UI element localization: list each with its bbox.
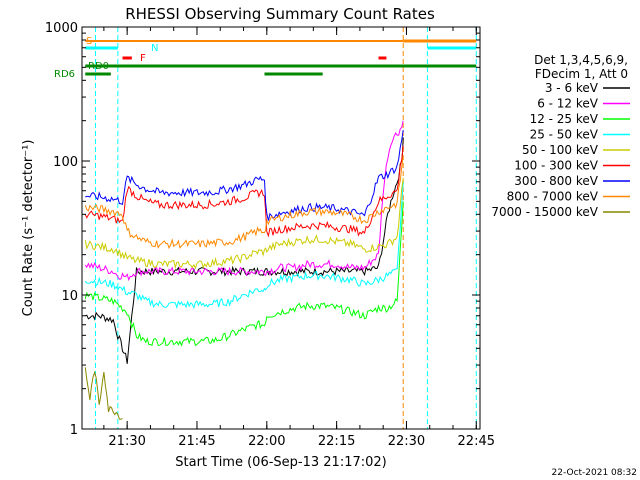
y-tick-label: 1 bbox=[70, 423, 78, 438]
status-bar-label: N bbox=[151, 43, 158, 54]
x-tick-label: 22:45 bbox=[458, 434, 495, 449]
series-line-7 bbox=[84, 155, 404, 250]
series-line-4 bbox=[84, 177, 404, 270]
legend-label: 6 - 12 keV bbox=[537, 97, 599, 111]
x-tick-label: 22:15 bbox=[318, 434, 355, 449]
timestamp: 22-Oct-2021 08:32 bbox=[552, 468, 637, 478]
legend-label: 50 - 100 keV bbox=[522, 143, 599, 157]
legend-label: 300 - 800 keV bbox=[514, 174, 598, 188]
x-tick-label: 22:30 bbox=[388, 434, 425, 449]
x-tick-label: 21:30 bbox=[108, 434, 145, 449]
series-line-3 bbox=[84, 181, 404, 310]
series-line-5 bbox=[84, 145, 404, 238]
legend-label: 12 - 25 keV bbox=[530, 112, 599, 126]
legend-header: Det 1,3,4,5,6,9, bbox=[534, 53, 628, 67]
series-line-8 bbox=[84, 367, 123, 420]
y-axis-ticks: 1 10 100 1000 bbox=[45, 21, 480, 438]
x-axis-ticks: 21:30 21:45 22:00 22:15 22:30 22:45 bbox=[103, 27, 495, 449]
y-tick-label: 100 bbox=[53, 155, 78, 170]
plot-area bbox=[94, 27, 477, 429]
legend-label: 25 - 50 keV bbox=[530, 128, 599, 142]
x-axis-label: Start Time (06-Sep-13 21:17:02) bbox=[175, 455, 386, 470]
status-bar-label: F bbox=[140, 53, 146, 64]
legend-label: 100 - 300 keV bbox=[514, 159, 598, 173]
y-axis-label: Count Rate (s⁻¹ detector⁻¹) bbox=[21, 140, 36, 317]
legend-label: 7000 - 15000 keV bbox=[491, 205, 598, 219]
status-bars: S NF RD0 RD6 bbox=[54, 36, 477, 80]
series-line-2 bbox=[84, 201, 404, 347]
y-tick-label: 1000 bbox=[45, 21, 78, 36]
status-bar-label: RD0 bbox=[88, 61, 109, 72]
x-tick-label: 22:00 bbox=[248, 434, 285, 449]
series-line-1 bbox=[84, 120, 404, 282]
legend: Det 1,3,4,5,6,9,FDecim 1, Att 03 - 6 keV… bbox=[491, 53, 630, 219]
series-layer bbox=[84, 120, 404, 420]
y-tick-label: 10 bbox=[61, 289, 78, 304]
series-line-6 bbox=[85, 130, 404, 221]
legend-label: 3 - 6 keV bbox=[545, 81, 599, 95]
plot-frame bbox=[81, 26, 481, 430]
legend-label: 800 - 7000 keV bbox=[507, 190, 599, 204]
legend-header: FDecim 1, Att 0 bbox=[535, 67, 628, 81]
status-bar-label: RD6 bbox=[54, 69, 75, 80]
status-bar-label: S bbox=[86, 36, 92, 47]
chart-title: RHESSI Observing Summary Count Rates bbox=[125, 5, 435, 23]
x-tick-label: 21:45 bbox=[178, 434, 215, 449]
